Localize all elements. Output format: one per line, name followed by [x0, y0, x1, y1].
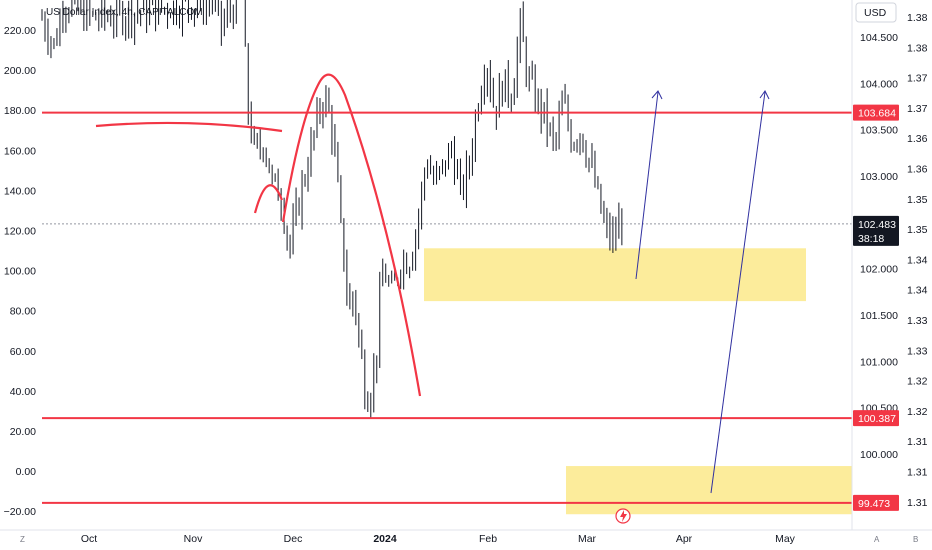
left-axis-tick: 200.00: [4, 65, 36, 77]
chart-title: US Dollar Index, 4h, CAPITALCOM: [46, 7, 203, 18]
x-axis-label: Feb: [479, 533, 497, 545]
left-axis: 220.00 200.00 180.00 160.00 140.00 120.00 100.…: [4, 25, 37, 518]
right-outer-tick: 1.34: [907, 254, 928, 266]
price-tag-value: 102.483: [858, 219, 896, 231]
price-tag: 99.473: [853, 494, 899, 511]
right-axis: 104.500 104.000 103.500 103.000 102.000 101.5…: [860, 32, 898, 461]
price-tag-value: 100.387: [858, 413, 896, 425]
right-axis-tick: 101.500: [860, 310, 898, 322]
projection-arrow-1-head: [651, 90, 663, 100]
right-outer-tick: 1.36: [907, 133, 928, 145]
currency-label: USD: [864, 7, 887, 19]
right-outer-tick: 1.32: [907, 376, 928, 388]
right-outer-tick: 1.37: [907, 73, 928, 85]
projection-arrow-2: [710, 91, 766, 494]
left-axis-tick: 0.00: [16, 466, 37, 478]
x-axis: Oct Nov Dec 2024 Feb Mar Apr May: [81, 533, 796, 545]
arc-drawing-small: [253, 184, 284, 214]
left-axis-tick: 120.00: [4, 226, 36, 238]
price-tag-value: 103.684: [858, 108, 896, 120]
right-outer-tick: 1.36: [907, 164, 928, 176]
price-tag: 102.483 38:18: [853, 215, 899, 246]
right-outer-tick: 1.38: [907, 12, 928, 24]
demand-zone: [566, 466, 853, 515]
x-axis-label: 2024: [373, 533, 397, 545]
right-outer-tick: 1.31: [907, 436, 928, 448]
left-axis-tick: −20.00: [4, 506, 37, 518]
right-axis-tick: 104.000: [860, 78, 898, 90]
right-outer-tick: 1.33: [907, 315, 928, 327]
horizontal-levels: [42, 111, 852, 504]
right-outer-tick: 1.34: [907, 285, 928, 297]
corner-left-label: Z: [20, 535, 25, 544]
left-axis-tick: 160.00: [4, 145, 36, 157]
right-outer-tick: 1.35: [907, 194, 928, 206]
right-axis-tick: 103.500: [860, 125, 898, 137]
projection-arrow-2-head: [759, 90, 770, 100]
left-axis-tick: 60.00: [10, 346, 36, 358]
price-tag-value: 99.473: [858, 498, 890, 510]
price-tag: 100.387: [853, 410, 899, 427]
right-axis-tick: 100.000: [860, 449, 898, 461]
arc-drawing-large: [281, 73, 422, 397]
right-outer-tick: 1.31: [907, 497, 928, 509]
left-axis-tick: 220.00: [4, 25, 36, 37]
arc-drawing-top: [95, 121, 283, 133]
right-axis-panel: [852, 0, 932, 550]
price-tags: 103.684 102.483 38:18 100.387 99.473: [853, 104, 899, 511]
right-axis-outer: 1.38 1.38 1.37 1.37 1.36 1.36 1.35 1.35 1.34 1.34…: [907, 12, 928, 509]
x-axis-label: Oct: [81, 533, 97, 545]
right-axis-tick: 103.000: [860, 171, 898, 183]
x-axis-label: May: [775, 533, 796, 545]
right-outer-tick: 1.32: [907, 406, 928, 418]
currency-selector[interactable]: USD: [855, 2, 897, 23]
right-outer-tick: 1.33: [907, 345, 928, 357]
price-tag: 103.684: [853, 104, 899, 121]
x-axis-label: Dec: [284, 533, 303, 545]
left-axis-tick: 180.00: [4, 105, 36, 117]
lightning-icon[interactable]: [615, 508, 631, 524]
right-axis-tick: 102.000: [860, 264, 898, 276]
right-outer-tick: 1.38: [907, 42, 928, 54]
right-axis-tick: 101.000: [860, 356, 898, 368]
projection-arrow-1: [635, 91, 659, 280]
right-axis-tick: 104.500: [860, 32, 898, 44]
left-axis-tick: 100.00: [4, 266, 36, 278]
corner-right-label-a: A: [874, 535, 880, 544]
x-axis-label: Apr: [676, 533, 693, 545]
left-axis-tick: 20.00: [10, 426, 36, 438]
x-axis-label: Nov: [184, 533, 203, 545]
price-tag-countdown: 38:18: [858, 233, 884, 245]
right-outer-tick: 1.31: [907, 467, 928, 479]
corner-right-label-b: B: [913, 535, 918, 544]
demand-zone: [424, 248, 806, 302]
left-axis-tick: 80.00: [10, 306, 36, 318]
left-axis-tick: 40.00: [10, 386, 36, 398]
x-axis-label: Mar: [578, 533, 597, 545]
right-outer-tick: 1.35: [907, 224, 928, 236]
left-axis-tick: 140.00: [4, 185, 36, 197]
right-outer-tick: 1.37: [907, 103, 928, 115]
candlestick-series: [41, 0, 623, 418]
